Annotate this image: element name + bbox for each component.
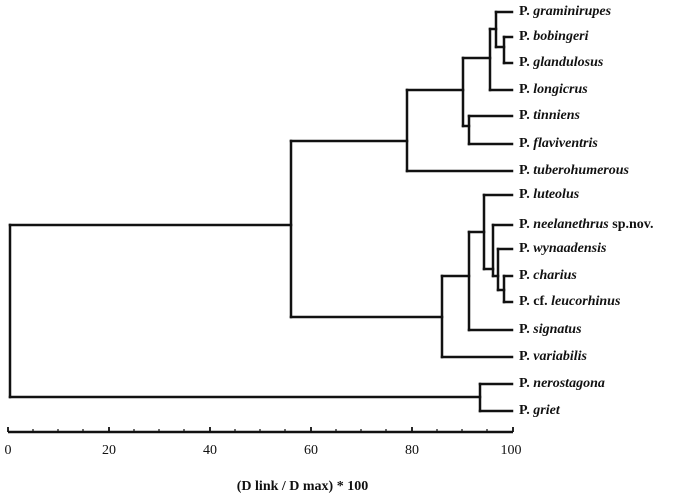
x-axis-title-text: (D link / D max) * 100 <box>236 479 369 494</box>
leaf-epithet: luteolus <box>533 187 580 202</box>
tick-label: 80 <box>405 443 419 458</box>
leaf-label: P. signatus <box>519 322 582 338</box>
tick-label: 40 <box>203 443 217 458</box>
x-axis-tick-labels: 0 20 40 60 80 100 <box>5 443 522 458</box>
leaf-label: P. griet <box>519 403 560 419</box>
leaf-genus: P. <box>519 349 530 364</box>
leaf-label: P. bobingeri <box>519 29 589 45</box>
leaf-epithet: leucorhinus <box>551 294 621 309</box>
leaf-epithet: graminirupes <box>533 4 612 19</box>
x-axis <box>7 427 514 434</box>
leaf-genus: P. <box>519 29 530 44</box>
leaf-epithet: signatus <box>533 322 582 337</box>
leaf-label: P. flaviventris <box>519 136 598 152</box>
leaf-label: P. wynaadensis <box>519 241 606 257</box>
leaf-label: P. longicrus <box>519 82 588 98</box>
leaf-label: P. cf. leucorhinus <box>519 294 620 310</box>
leaf-label: P. glandulosus <box>519 55 603 71</box>
leaf-epithet: wynaadensis <box>533 241 607 256</box>
leaf-epithet: variabilis <box>533 349 587 364</box>
leaf-genus: P. <box>519 322 530 337</box>
leaf-genus: P. <box>519 241 530 256</box>
leaf-genus: P. <box>519 403 530 418</box>
leaf-label: P. luteolus <box>519 187 579 203</box>
leaf-genus: P. <box>519 136 530 151</box>
leaf-label: P. tuberohumerous <box>519 163 629 179</box>
leaf-label: P. nerostagona <box>519 376 605 392</box>
tick-label: 0 <box>5 443 12 458</box>
tick-label: 20 <box>102 443 116 458</box>
dendrogram-branches <box>8 10 514 413</box>
leaf-genus: P. <box>519 163 530 178</box>
leaf-genus: P. <box>519 217 530 232</box>
leaf-label: P. charius <box>519 268 577 284</box>
tick-label: 60 <box>304 443 318 458</box>
leaf-genus: P. <box>519 108 530 123</box>
leaf-epithet: charius <box>533 268 577 283</box>
leaf-epithet: longicrus <box>533 82 588 97</box>
leaf-epithet: griet <box>533 403 560 418</box>
leaf-genus: P. cf. <box>519 294 548 309</box>
tick-label: 100 <box>501 443 522 458</box>
leaf-genus: P. <box>519 268 530 283</box>
leaf-label: P. neelanethrus sp.nov. <box>519 217 654 233</box>
leaf-epithet: glandulosus <box>533 55 604 70</box>
leaf-genus: P. <box>519 376 530 391</box>
leaf-epithet: tuberohumerous <box>533 163 629 178</box>
leaf-epithet: bobingeri <box>533 29 589 44</box>
leaf-label: P. variabilis <box>519 349 587 365</box>
leaf-genus: P. <box>519 82 530 97</box>
leaf-genus: P. <box>519 4 530 19</box>
leaf-epithet: nerostagona <box>533 376 605 391</box>
leaf-genus: P. <box>519 187 530 202</box>
leaf-epithet: flaviventris <box>533 136 598 151</box>
leaf-label: P. graminirupes <box>519 4 611 20</box>
leaf-label: P. tinniens <box>519 108 580 124</box>
x-axis-title: (D link / D max) * 100 <box>0 479 700 495</box>
leaf-epithet: tinniens <box>533 108 580 123</box>
leaf-suffix: sp.nov. <box>612 217 654 232</box>
leaf-epithet: neelanethrus <box>533 217 609 232</box>
leaf-genus: P. <box>519 55 530 70</box>
